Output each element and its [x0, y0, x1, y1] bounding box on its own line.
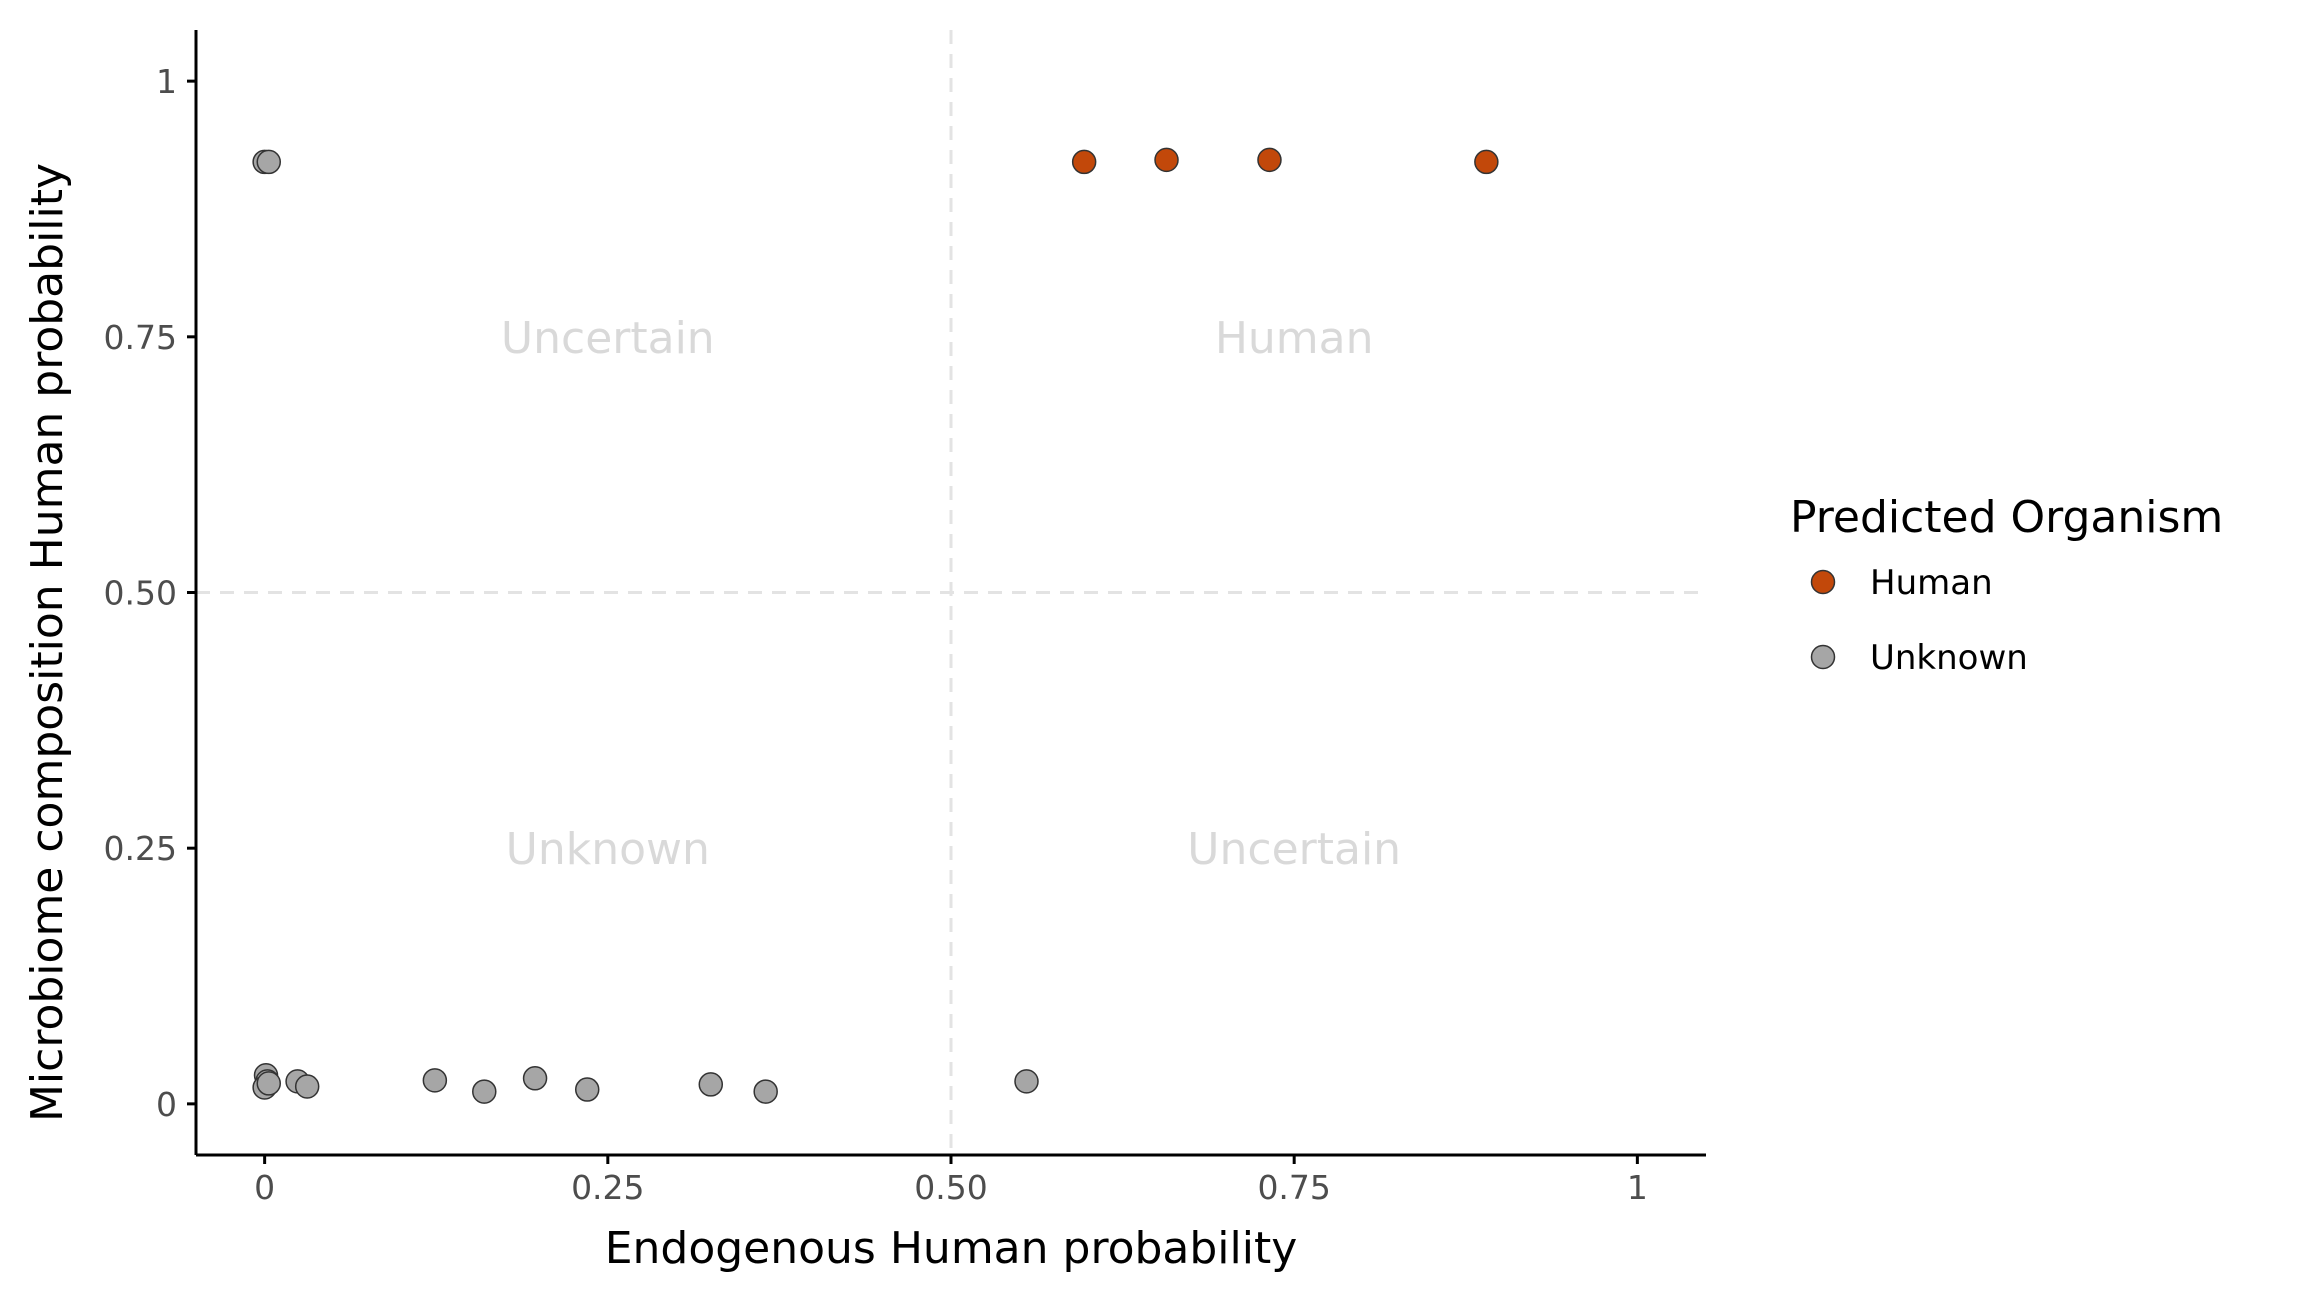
- x-tick-label: 0.50: [914, 1168, 987, 1207]
- data-point-unknown: [256, 1071, 282, 1096]
- data-point-human: [1257, 147, 1282, 173]
- data-point-unknown: [294, 1074, 320, 1099]
- legend-key-human: [1810, 569, 1836, 595]
- data-point-unknown: [422, 1068, 448, 1093]
- legend: Predicted Organism Human Unknown: [1790, 492, 2223, 678]
- x-tick-label: 0: [254, 1168, 275, 1207]
- quadrant-label: Uncertain: [1187, 824, 1401, 875]
- y-tick-label: 1: [156, 62, 177, 101]
- data-point-human: [1154, 147, 1179, 173]
- legend-label: Unknown: [1870, 638, 2028, 678]
- data-point-unknown: [472, 1079, 497, 1104]
- data-point-unknown: [698, 1072, 724, 1097]
- plot-area: Uncertain Human Unknown Uncertain: [196, 30, 1706, 1155]
- data-point-human: [1071, 149, 1097, 175]
- y-tick-label: 0.25: [104, 829, 177, 868]
- y-tick-label: 0.75: [104, 318, 177, 357]
- data-point-unknown: [753, 1079, 778, 1104]
- data-point-unknown: [522, 1066, 548, 1091]
- axes: 0 0.25 0.50 0.75 1 0 0.25 0.50 0.75 1: [104, 30, 1706, 1207]
- x-axis-title: Endogenous Human probability: [605, 1223, 1298, 1274]
- data-point-human: [1474, 149, 1499, 175]
- data-point-unknown: [1014, 1069, 1039, 1094]
- legend-key-unknown: [1810, 644, 1836, 670]
- y-tick-label: 0: [156, 1085, 177, 1124]
- quadrant-label: Uncertain: [501, 313, 715, 364]
- data-point-unknown: [256, 149, 282, 175]
- x-tick-label: 0.25: [571, 1168, 644, 1207]
- x-tick-label: 0.75: [1257, 1168, 1330, 1207]
- x-tick-label: 1: [1627, 1168, 1648, 1207]
- quadrant-label: Human: [1215, 313, 1374, 364]
- data-point-unknown: [574, 1077, 600, 1102]
- quadrant-label: Unknown: [506, 824, 710, 875]
- legend-label: Human: [1870, 563, 1993, 603]
- legend-title: Predicted Organism: [1790, 492, 2223, 543]
- y-axis-title: Microbiome composition Human probability: [22, 163, 73, 1122]
- y-tick-label: 0.50: [104, 574, 177, 613]
